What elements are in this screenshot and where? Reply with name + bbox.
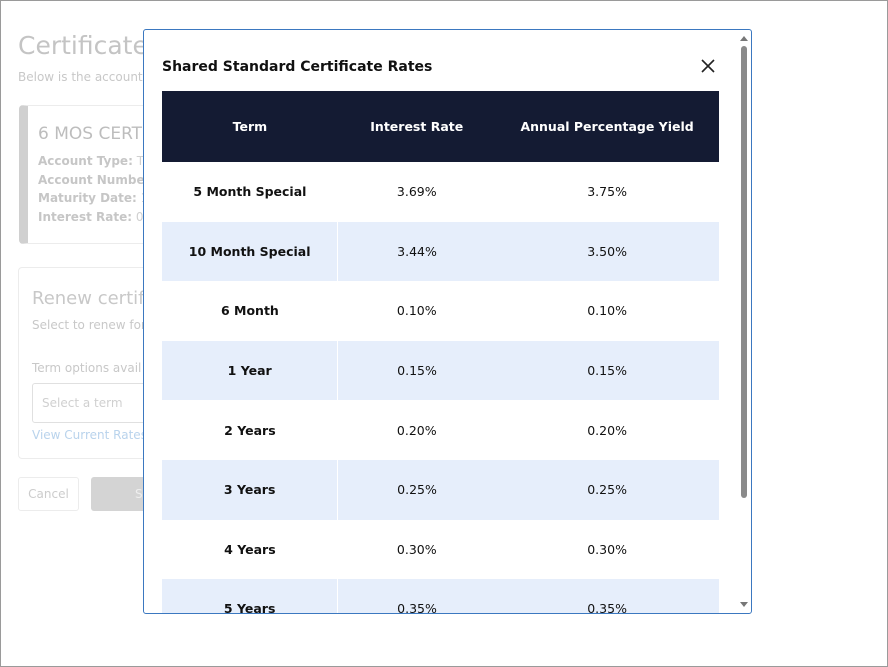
placeholder: Select a term — [42, 396, 123, 410]
page-title: Certificate — [18, 31, 148, 60]
field-label: Account Type: — [38, 154, 133, 168]
table-cell: 5 Years — [162, 579, 339, 613]
table-cell: 0.10% — [396, 303, 437, 319]
table-cell: 0.20% — [396, 422, 437, 438]
page-subtitle: Below is the account s — [18, 70, 153, 84]
table-row: 5 Month Special 3.69% 3.75% — [162, 162, 719, 222]
table-cell: 3 Years — [162, 459, 339, 520]
field-label: Account Number — [38, 172, 151, 187]
column-header: Interest Rate — [337, 91, 496, 162]
account-card: 6 MOS CERT Account Type: Ti Account Numbe… — [19, 105, 159, 244]
table-cell: 1 Year — [162, 340, 339, 401]
close-button[interactable] — [701, 59, 715, 73]
table-cell: 3.44% — [337, 221, 496, 282]
table-cell: 10 Month Special — [162, 221, 339, 282]
column-header: Term — [162, 91, 338, 162]
table-cell: 0.20% — [587, 422, 627, 438]
table-cell: 5 Month Special — [193, 184, 307, 200]
rates-link[interactable]: View Current Rates — [32, 428, 147, 442]
table-cell: 0.25% — [337, 459, 496, 520]
account-field: Maturity Date: 12 — [38, 191, 156, 205]
account-field: Account Number — [38, 173, 151, 187]
table-cell: 0.35% — [337, 579, 496, 613]
table-cell: 4 Years — [224, 541, 276, 557]
table-row: 1 Year 0.15% 0.15% — [162, 340, 719, 401]
modal-title: Shared Standard Certificate Rates — [162, 59, 433, 75]
account-field: Account Type: Ti — [38, 154, 147, 168]
table-cell: 0.10% — [587, 303, 627, 319]
renew-card: Renew certif Select to renew for Term op… — [18, 267, 172, 459]
renew-title: Renew certif — [32, 288, 145, 309]
table-cell: 0.30% — [587, 541, 627, 557]
table-row: 5 Years 0.35% 0.35% — [162, 579, 719, 613]
term-label: Term options avail — [32, 361, 142, 375]
table-row: 4 Years 0.30% 0.30% — [162, 520, 719, 580]
cancel-button[interactable]: Cancel — [18, 477, 79, 511]
table-cell: 0.35% — [495, 579, 719, 613]
table-cell: 2 Years — [224, 422, 276, 438]
table-cell: 3.69% — [396, 184, 437, 200]
field-label: Maturity Date: — [38, 191, 137, 206]
table-row: 6 Month 0.10% 0.10% — [162, 281, 719, 341]
column-header: Annual Percentage Yield — [495, 91, 719, 162]
table-row: 10 Month Special 3.44% 3.50% — [162, 221, 719, 282]
table-row: 2 Years 0.20% 0.20% — [162, 400, 719, 460]
scrollbar[interactable] — [738, 32, 750, 612]
table-cell: 3.75% — [587, 184, 627, 200]
account-name: 6 MOS CERT — [38, 124, 143, 144]
modal: Shared Standard Certificate Rates Term In… — [143, 29, 752, 614]
table-cell: 0.15% — [337, 340, 496, 401]
rates-table: Term Interest Rate Annual Percentage Yield… — [162, 91, 719, 613]
table-cell: 0.25% — [495, 459, 719, 520]
account-field: Interest Rate: 0.1 — [38, 210, 155, 224]
field-label: Interest Rate: — [38, 210, 133, 225]
renew-description: Select to renew for — [32, 318, 146, 332]
field-value: Ti — [136, 154, 147, 168]
table-cell: 0.15% — [495, 340, 719, 401]
modal-body: Term Interest Rate Annual Percentage Yield… — [162, 91, 719, 613]
table-cell: 6 Month — [220, 303, 279, 319]
table-cell: 3.50% — [495, 221, 719, 282]
table-row: 3 Years 0.25% 0.25% — [162, 459, 719, 520]
table-cell: 0.30% — [396, 541, 437, 557]
